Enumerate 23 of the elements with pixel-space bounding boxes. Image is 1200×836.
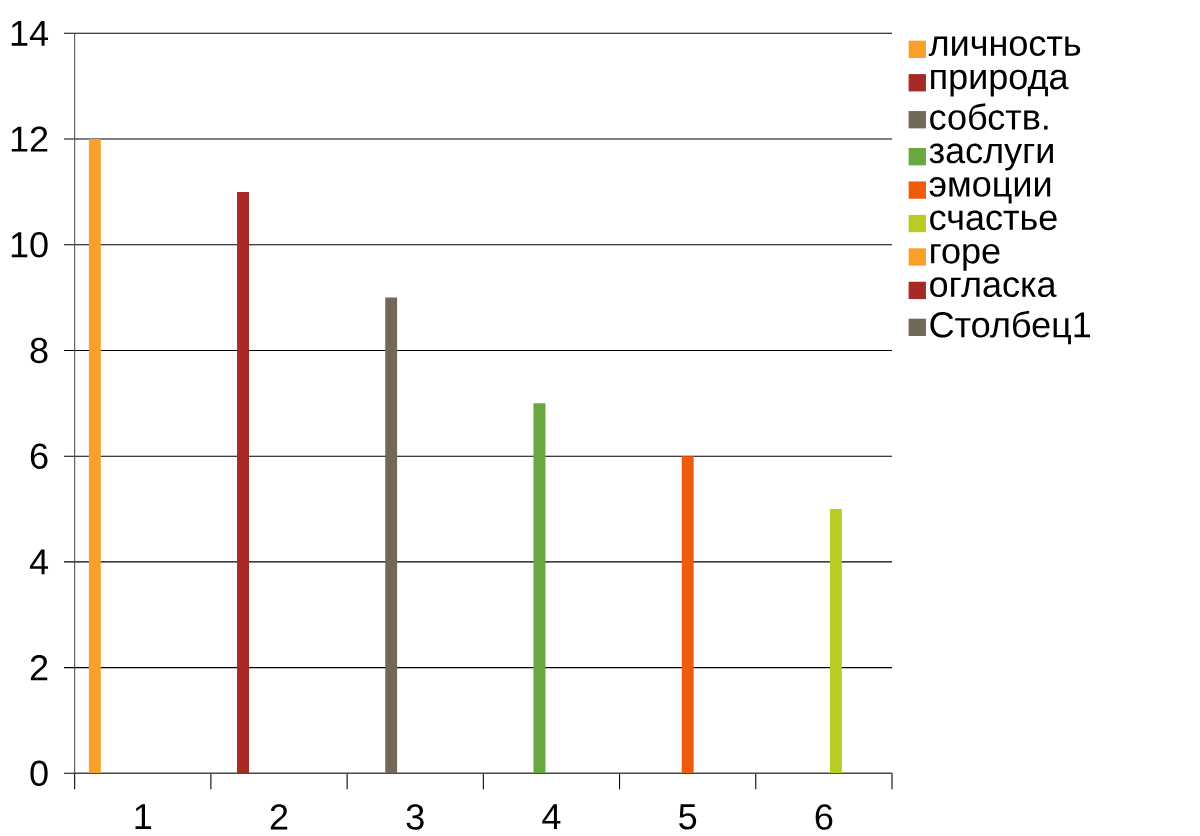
x-tick-label: 4 bbox=[542, 804, 561, 830]
y-tick-label: 4 bbox=[29, 549, 49, 575]
y-tick-label: 8 bbox=[30, 337, 48, 364]
legend-label: личность bbox=[928, 36, 1081, 56]
y-tick-label: 6 bbox=[30, 443, 48, 469]
x-tick-label: 3 bbox=[406, 804, 424, 830]
legend-label: эмоции bbox=[929, 177, 1051, 204]
legend-label: Столбец1 bbox=[930, 310, 1091, 345]
y-tick-label: 10 bbox=[11, 232, 48, 258]
y-tick-label: 14 bbox=[11, 20, 48, 46]
legend-label: огласка bbox=[930, 277, 1057, 298]
x-tick-label: 1 bbox=[135, 804, 152, 830]
y-tick-label: 12 bbox=[11, 126, 48, 152]
y-tick-label: 2 bbox=[30, 655, 48, 681]
legend-label: собств. bbox=[930, 103, 1048, 130]
y-tick-label: 0 bbox=[30, 760, 48, 787]
legend-label: горе bbox=[931, 243, 1000, 271]
x-tick-label: 5 bbox=[679, 804, 697, 830]
legend-label: природа bbox=[931, 69, 1069, 97]
x-tick-label: 6 bbox=[815, 804, 833, 830]
x-tick-label: 2 bbox=[270, 804, 288, 830]
legend-label: счастье bbox=[930, 210, 1057, 231]
legend-label: заслуги bbox=[929, 143, 1053, 171]
